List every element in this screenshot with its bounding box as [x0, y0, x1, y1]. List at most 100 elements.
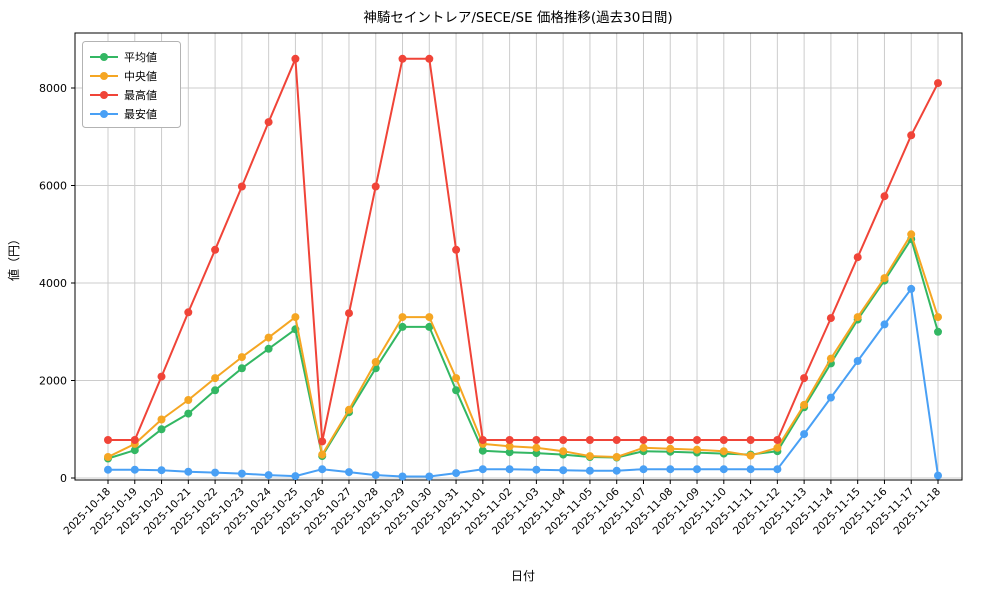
data-point-max [934, 79, 942, 88]
data-point-min [478, 465, 487, 474]
data-point-max [612, 436, 621, 444]
data-point-median [853, 313, 862, 322]
data-point-min [800, 430, 809, 439]
data-point-min [585, 466, 594, 475]
data-point-min [880, 320, 889, 329]
data-point-max [452, 245, 461, 254]
data-point-median [345, 405, 353, 414]
data-point-median [318, 450, 327, 459]
data-point-median [184, 396, 193, 404]
data-point-min [425, 472, 434, 481]
data-point-min [345, 468, 353, 477]
legend-item-max: 最高値 [90, 88, 157, 102]
data-point-median [826, 354, 835, 363]
data-point-min [264, 471, 273, 480]
data-point-average [237, 364, 246, 373]
data-point-max [559, 436, 568, 444]
data-point-median [425, 313, 434, 322]
data-point-max [211, 245, 220, 254]
data-point-average [184, 409, 193, 418]
series-line-average [107, 238, 939, 460]
y-tick-label: 0 [60, 472, 67, 485]
data-point-min [532, 465, 541, 474]
data-point-median [211, 374, 220, 383]
data-point-average [398, 322, 407, 331]
data-point-min [184, 467, 193, 476]
data-point-median [934, 313, 942, 322]
chart-title: 神騎セイントレア/SECE/SE 価格推移(過去30日間) [363, 10, 672, 26]
data-point-max [157, 372, 166, 381]
y-axis: 0 2000 4000 6000 8000 [39, 82, 75, 485]
data-point-max [532, 436, 541, 444]
data-point-median [719, 447, 728, 456]
data-point-median [505, 442, 514, 451]
data-point-min [398, 472, 407, 481]
series-line-median [107, 233, 939, 458]
data-point-median [291, 313, 300, 322]
data-point-min [559, 466, 568, 475]
data-point-max [800, 374, 809, 383]
data-point-median [639, 443, 648, 452]
x-axis: 2025-10-182025-10-192025-10-202025-10-21… [61, 480, 943, 537]
data-point-median [666, 444, 675, 453]
data-point-max [693, 436, 701, 444]
data-point-max [880, 192, 889, 201]
data-point-min [746, 465, 755, 474]
data-point-median [746, 451, 755, 460]
data-point-average [934, 327, 942, 336]
series-min [104, 284, 942, 481]
data-point-min [934, 471, 942, 480]
data-point-max [104, 436, 112, 444]
legend-label-median: 中央値 [124, 70, 157, 83]
data-point-min [773, 465, 782, 474]
data-point-average [264, 344, 273, 353]
data-point-max [639, 436, 648, 444]
data-point-max [853, 253, 862, 262]
data-point-average [130, 446, 139, 455]
data-point-min [693, 465, 701, 474]
data-point-median [104, 453, 112, 461]
data-point-median [371, 358, 380, 366]
data-point-max [666, 436, 675, 444]
data-point-median [880, 274, 889, 283]
series-line-min [108, 287, 939, 478]
legend-label-max: 最高値 [124, 88, 157, 102]
data-point-max [264, 118, 273, 127]
data-point-max [478, 436, 487, 444]
y-tick-label: 8000 [39, 82, 67, 95]
data-point-median [585, 452, 594, 461]
data-point-min [104, 465, 112, 474]
data-point-median [612, 453, 621, 461]
data-point-average [157, 425, 166, 434]
series-median [104, 230, 942, 461]
data-point-average [211, 386, 220, 395]
data-point-max [505, 436, 514, 444]
grid [75, 33, 962, 480]
x-axis-label: 日付 [511, 569, 535, 583]
data-point-max [184, 308, 193, 317]
y-tick-label: 4000 [39, 277, 67, 290]
data-point-average [478, 446, 487, 455]
data-point-max [826, 314, 835, 323]
data-point-max [746, 436, 755, 444]
legend-label-min: 最安値 [124, 107, 157, 121]
data-point-median [452, 374, 461, 383]
data-point-median [800, 400, 809, 409]
data-point-min [371, 471, 380, 480]
data-point-min [505, 465, 514, 474]
y-tick-label: 6000 [39, 180, 67, 193]
legend-marker-average [100, 53, 108, 61]
data-point-min [612, 466, 621, 475]
legend-item-min: 最安値 [90, 107, 157, 121]
legend-marker-min [100, 110, 108, 118]
y-axis-label: 値（円） [6, 233, 21, 281]
legend-item-average: 平均値 [90, 51, 157, 64]
data-point-min [157, 466, 166, 475]
data-point-median [237, 353, 246, 362]
data-point-min [639, 465, 648, 474]
data-point-max [773, 436, 782, 444]
data-point-min [291, 472, 300, 481]
data-point-median [398, 313, 407, 322]
